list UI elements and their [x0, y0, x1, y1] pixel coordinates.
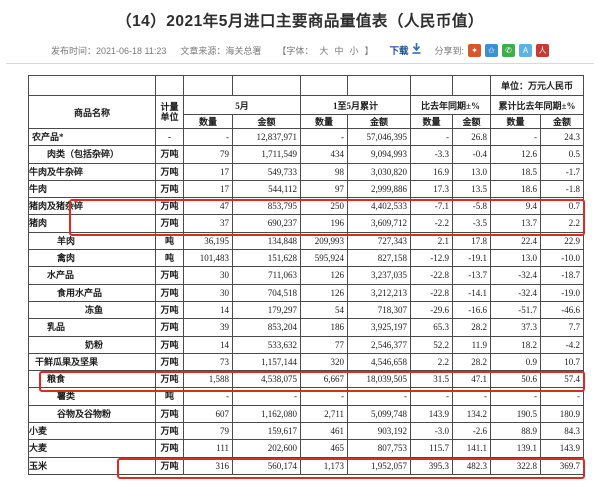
col-commodity: 商品名称 — [28, 95, 156, 129]
table-row: 牛肉及牛杂碎 万吨 17 549,733 98 3,030,820 16.9 1… — [28, 162, 585, 181]
share-icons: ✦ ✩ ✆ A 人 — [468, 43, 550, 57]
col-group-yoy-cum: 累计比去年同期±% — [489, 95, 585, 115]
article-source: 文章来源：海关总署 — [180, 45, 262, 56]
table-row: 牛肉 万吨 17 544,112 97 2,999,886 17.3 13.5 … — [28, 179, 585, 199]
font-size-label-close: 】 — [364, 45, 374, 56]
col-yoycum-amt: 金额 — [539, 114, 585, 129]
table-row: 农产品* - - 12,837,971 - 57,046,395 - 26.8 … — [28, 127, 585, 147]
header-divider — [6, 63, 594, 64]
table-body: 农产品* - - 12,837,971 - 57,046,395 - 26.8 … — [28, 127, 585, 475]
col-may-qty: 数量 — [183, 114, 233, 129]
unit-note-row: 单位：万元人民币 — [28, 75, 585, 96]
col-group-jan-may: 1至5月累计 — [300, 95, 411, 115]
share-icon-qzone[interactable]: ✩ — [485, 43, 499, 57]
col-cum-qty: 数量 — [300, 114, 348, 129]
share-bar: 分享到: ✦ ✩ ✆ A 人 — [434, 43, 550, 57]
table-row: 水产品 万吨 30 711,063 126 3,237,035 -22.8 -1… — [28, 266, 585, 285]
table-header: 单位：万元人民币 商品名称 计量 单位 5月 1至5月累计 比去年同期±% 累计… — [28, 75, 585, 129]
font-size-control: 【字体： 大 中 小 】 — [275, 44, 375, 57]
table-row: 乳品 万吨 39 853,204 186 3,925,197 65.3 28.2… — [28, 318, 585, 337]
table-row: 小麦 万吨 79 159,617 461 903,192 -3.0 -2.6 8… — [28, 422, 585, 441]
table-row: 谷物及谷物粉 万吨 607 1,162,080 2,711 5,099,748 … — [28, 404, 585, 424]
page-title: （14）2021年5月进口主要商品量值表（人民币值） — [116, 13, 484, 30]
unit-note: 单位：万元人民币 — [489, 75, 585, 96]
table-row: 大麦 万吨 111 202,600 465 807,753 115.7 141.… — [28, 439, 585, 458]
table-row: 玉米 万吨 316 560,174 1,173 1,952,057 395.3 … — [28, 456, 585, 475]
table-row: 肉类（包括杂碎） 万吨 79 1,711,549 434 9,094,993 -… — [28, 145, 585, 164]
meta-bar: 发布时间：2021-06-18 11:23 文章来源：海关总署 【字体： 大 中… — [0, 43, 600, 57]
table-row: 羊肉 吨 36,195 134,848 209,993 727,343 2.1 … — [28, 231, 585, 251]
share-icon-wechat[interactable]: ✆ — [502, 43, 516, 57]
table-row: 冻鱼 万吨 14 179,297 54 718,307 -29.6 -16.6 … — [28, 300, 585, 320]
table-row: 食用水产品 万吨 30 704,518 126 3,212,213 -22.8 … — [28, 283, 585, 302]
col-measure-unit: 计量 单位 — [155, 95, 184, 129]
download-label: 下载 — [389, 46, 409, 57]
col-group-may: 5月 — [183, 95, 301, 115]
font-size-large[interactable]: 大 — [319, 45, 329, 56]
table-row: 猪肉及猪杂碎 万吨 47 853,795 250 4,402,533 -7.1 … — [28, 197, 585, 216]
col-yoy-qty: 数量 — [410, 114, 453, 129]
col-group-yoy: 比去年同期±% — [410, 95, 491, 115]
col-yoy-amt: 金额 — [452, 114, 491, 129]
download-icon — [412, 43, 421, 57]
table-row: 猪肉 万吨 37 690,237 196 3,609,712 -2.2 -3.5… — [28, 214, 585, 233]
share-icon-people-weibo[interactable]: 人 — [536, 43, 550, 57]
import-table-wrap: 单位：万元人民币 商品名称 计量 单位 5月 1至5月累计 比去年同期±% 累计… — [28, 75, 585, 479]
table-row: 粮食 万吨 1,588 4,538,075 6,667 18,039,505 3… — [28, 370, 585, 389]
header-row-sub: 数量 金额 数量 金额 数量 金额 数量 金额 — [29, 114, 585, 129]
col-may-amt: 金额 — [232, 114, 301, 129]
font-size-small[interactable]: 小 — [349, 45, 359, 56]
publish-time: 发布时间：2021-06-18 11:23 — [50, 45, 167, 56]
table-row: 薯类 吨 - - - - - - - - — [28, 387, 585, 406]
table-row: 干鲜瓜果及坚果 万吨 73 1,157,144 320 4,546,658 2.… — [28, 352, 585, 372]
table-row: 奶粉 万吨 14 533,632 77 2,546,377 52.2 11.9 … — [28, 335, 585, 354]
share-icon-sina-weibo[interactable]: ✦ — [468, 43, 482, 57]
download-button[interactable]: 下载 — [389, 43, 420, 57]
font-size-medium[interactable]: 中 — [334, 45, 344, 56]
share-icon-tencent-weibo[interactable]: A — [519, 43, 533, 57]
header-row-groups: 商品名称 计量 单位 5月 1至5月累计 比去年同期±% 累计比去年同期±% — [28, 95, 585, 129]
col-cum-amt: 金额 — [347, 114, 411, 129]
col-yoycum-qty: 数量 — [490, 114, 541, 129]
font-size-label-open: 【字体： — [277, 45, 314, 56]
table-row: 禽肉 吨 101,483 151,628 595,924 827,158 -12… — [28, 249, 585, 268]
import-commodities-table: 单位：万元人民币 商品名称 计量 单位 5月 1至5月累计 比去年同期±% 累计… — [28, 75, 585, 475]
share-label: 分享到: — [434, 45, 465, 56]
